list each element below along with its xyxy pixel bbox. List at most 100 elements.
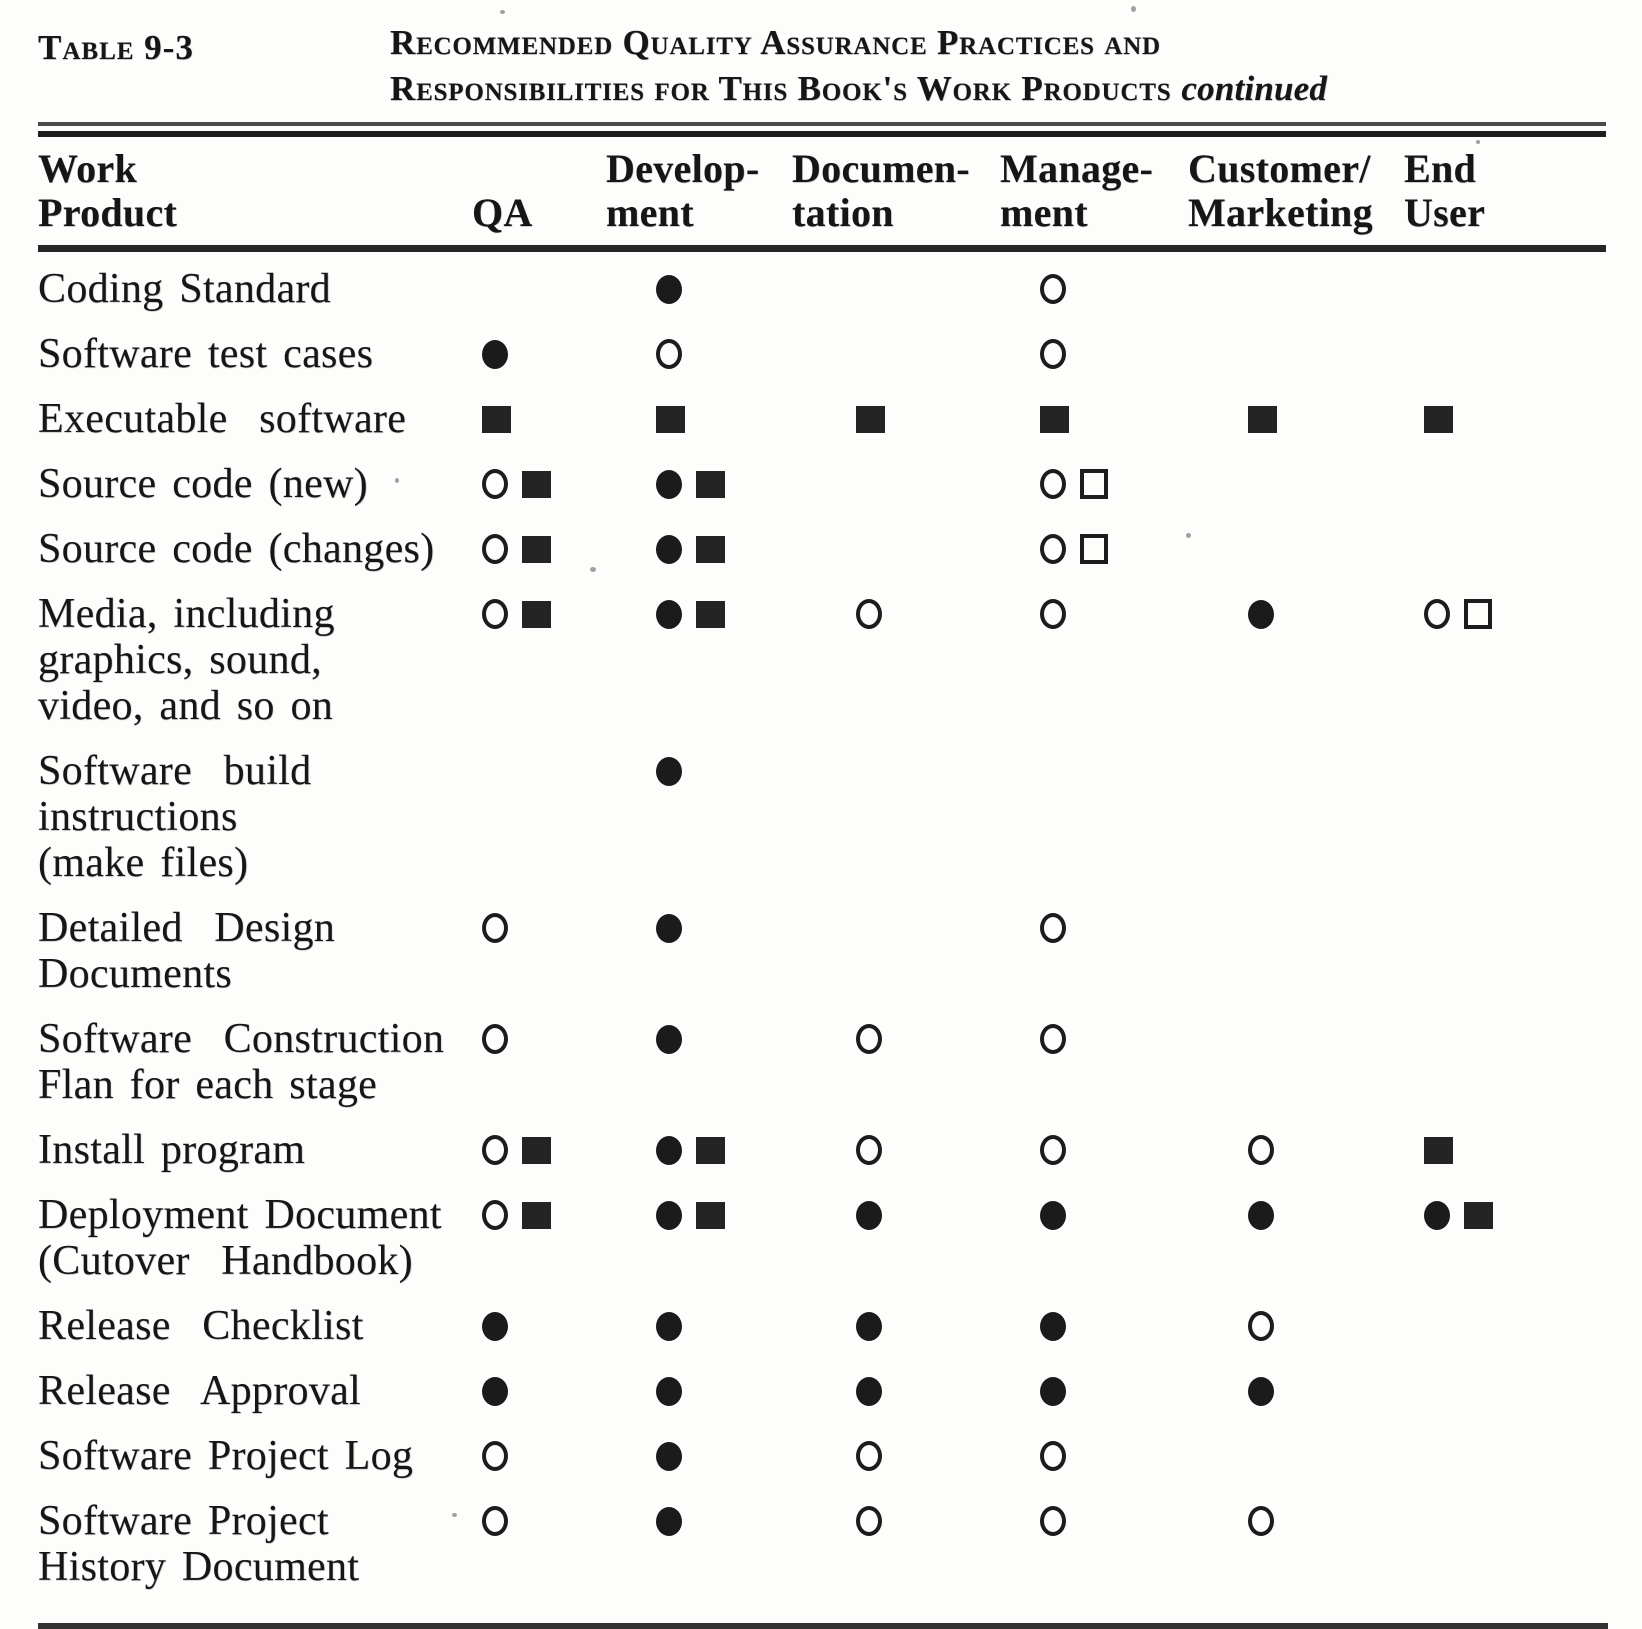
open-circle-icon [1040,339,1066,370]
filled-square-icon [522,1201,551,1229]
filled-circle-icon [656,599,682,629]
table-row: Deployment Document (Cutover Handbook) [38,1186,1606,1297]
work-product-name: Release Approval [38,1362,458,1427]
filled-square-icon [656,405,685,433]
cell-development [606,1362,792,1427]
end-user-header-line-1: End [1404,146,1477,191]
cell-documentation [792,1297,1000,1362]
open-circle-icon [1040,1441,1066,1472]
cell-customer-marketing [1188,520,1404,585]
filled-circle-icon [656,1200,682,1230]
open-circle-icon [482,1135,508,1166]
open-circle-icon [482,1441,508,1472]
cell-customer-marketing [1188,325,1404,390]
work-product-name: Coding Standard [38,249,458,326]
scanned-page: Table 9-3 Recommended Quality Assurance … [38,6,1608,1629]
cell-management [1000,455,1188,520]
table-row: Software Construction Flan for each stage [38,1010,1606,1121]
development-header-line-1: Develop- [606,146,760,191]
cell-customer-marketing [1188,1186,1404,1297]
cell-management [1000,1492,1188,1603]
work-product-name-line: (Cutover Handbook) [38,1238,413,1284]
work-product-name: Software test cases [38,325,458,390]
filled-square-icon [522,600,551,628]
open-circle-icon [1040,274,1066,305]
filled-circle-icon [656,913,682,943]
cell-qa [458,1362,606,1427]
filled-square-icon [522,535,551,563]
customer-marketing-header-line-2: Marketing [1188,190,1373,235]
open-circle-icon [1248,1311,1274,1342]
cell-qa [458,325,606,390]
cell-documentation [792,390,1000,455]
cell-management [1000,585,1188,742]
open-circle-icon [1040,469,1066,500]
cell-development [606,1186,792,1297]
cell-qa [458,455,606,520]
column-header-management: Manage- ment [1000,137,1188,252]
filled-circle-icon [656,1376,682,1406]
filled-square-icon [522,1136,551,1164]
cell-management [1000,1362,1188,1427]
cell-end-user [1404,520,1606,585]
scan-speck [500,10,505,14]
work-product-name-line: Release Approval [38,1368,362,1414]
cell-development [606,1297,792,1362]
table-row: Coding Standard [38,249,1606,326]
column-header-documentation: Documen- tation [792,137,1000,252]
cell-qa [458,1492,606,1603]
filled-circle-icon [656,1441,682,1471]
work-product-name: Software Project History Document [38,1492,458,1603]
cell-documentation [792,1186,1000,1297]
cell-management [1000,390,1188,455]
cell-documentation [792,520,1000,585]
open-circle-icon [482,469,508,500]
cell-development [606,249,792,326]
open-circle-icon [482,534,508,565]
cell-documentation [792,249,1000,326]
cell-development [606,585,792,742]
cell-management [1000,325,1188,390]
filled-circle-icon [1424,1200,1450,1230]
filled-circle-icon [482,339,508,369]
cell-management [1000,1297,1188,1362]
filled-square-icon [696,1136,725,1164]
cell-documentation [792,455,1000,520]
table-row: Source code (new) [38,455,1606,520]
open-square-icon [1464,599,1492,630]
table-row: Detailed Design Documents [38,899,1606,1010]
cell-end-user [1404,1297,1606,1362]
cell-customer-marketing [1188,899,1404,1010]
filled-circle-icon [482,1311,508,1341]
title-line-1: Recommended Quality Assurance Practices … [390,23,1161,62]
cell-development [606,1121,792,1186]
filled-circle-icon [482,1376,508,1406]
documentation-header-line-2: tation [792,190,894,235]
open-circle-icon [482,1200,508,1231]
title-line-2: Responsibilities for This Book's Work Pr… [390,66,1327,112]
filled-square-icon [696,470,725,498]
qa-responsibilities-table: Work Product QA Develop- ment Documen- t… [38,137,1606,1603]
work-product-name-line: Deployment Document [38,1192,442,1238]
filled-circle-icon [656,1506,682,1536]
open-circle-icon [656,339,682,370]
table-row: Software Project Log [38,1427,1606,1492]
cell-development [606,325,792,390]
work-product-name-line: Source code (new) [38,461,368,507]
filled-circle-icon [856,1311,882,1341]
work-product-name-line: History Document [38,1544,360,1590]
cell-end-user [1404,325,1606,390]
open-square-icon [1080,534,1108,565]
cell-management [1000,742,1188,899]
filled-square-icon [1248,405,1277,433]
filled-square-icon [1464,1201,1493,1229]
filled-circle-icon [1040,1376,1066,1406]
work-product-name-line: Media, including [38,591,335,637]
end-user-header-line-2: User [1404,190,1486,235]
work-product-name-line: Detailed Design [38,905,336,951]
table-row: Install program [38,1121,1606,1186]
work-product-name: Release Checklist [38,1297,458,1362]
management-header-line-2: ment [1000,190,1088,235]
cell-development [606,742,792,899]
cell-end-user [1404,249,1606,326]
